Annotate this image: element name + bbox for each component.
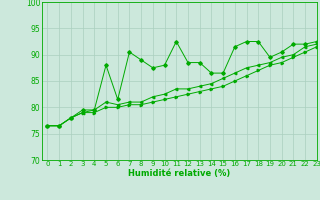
X-axis label: Humidité relative (%): Humidité relative (%) bbox=[128, 169, 230, 178]
